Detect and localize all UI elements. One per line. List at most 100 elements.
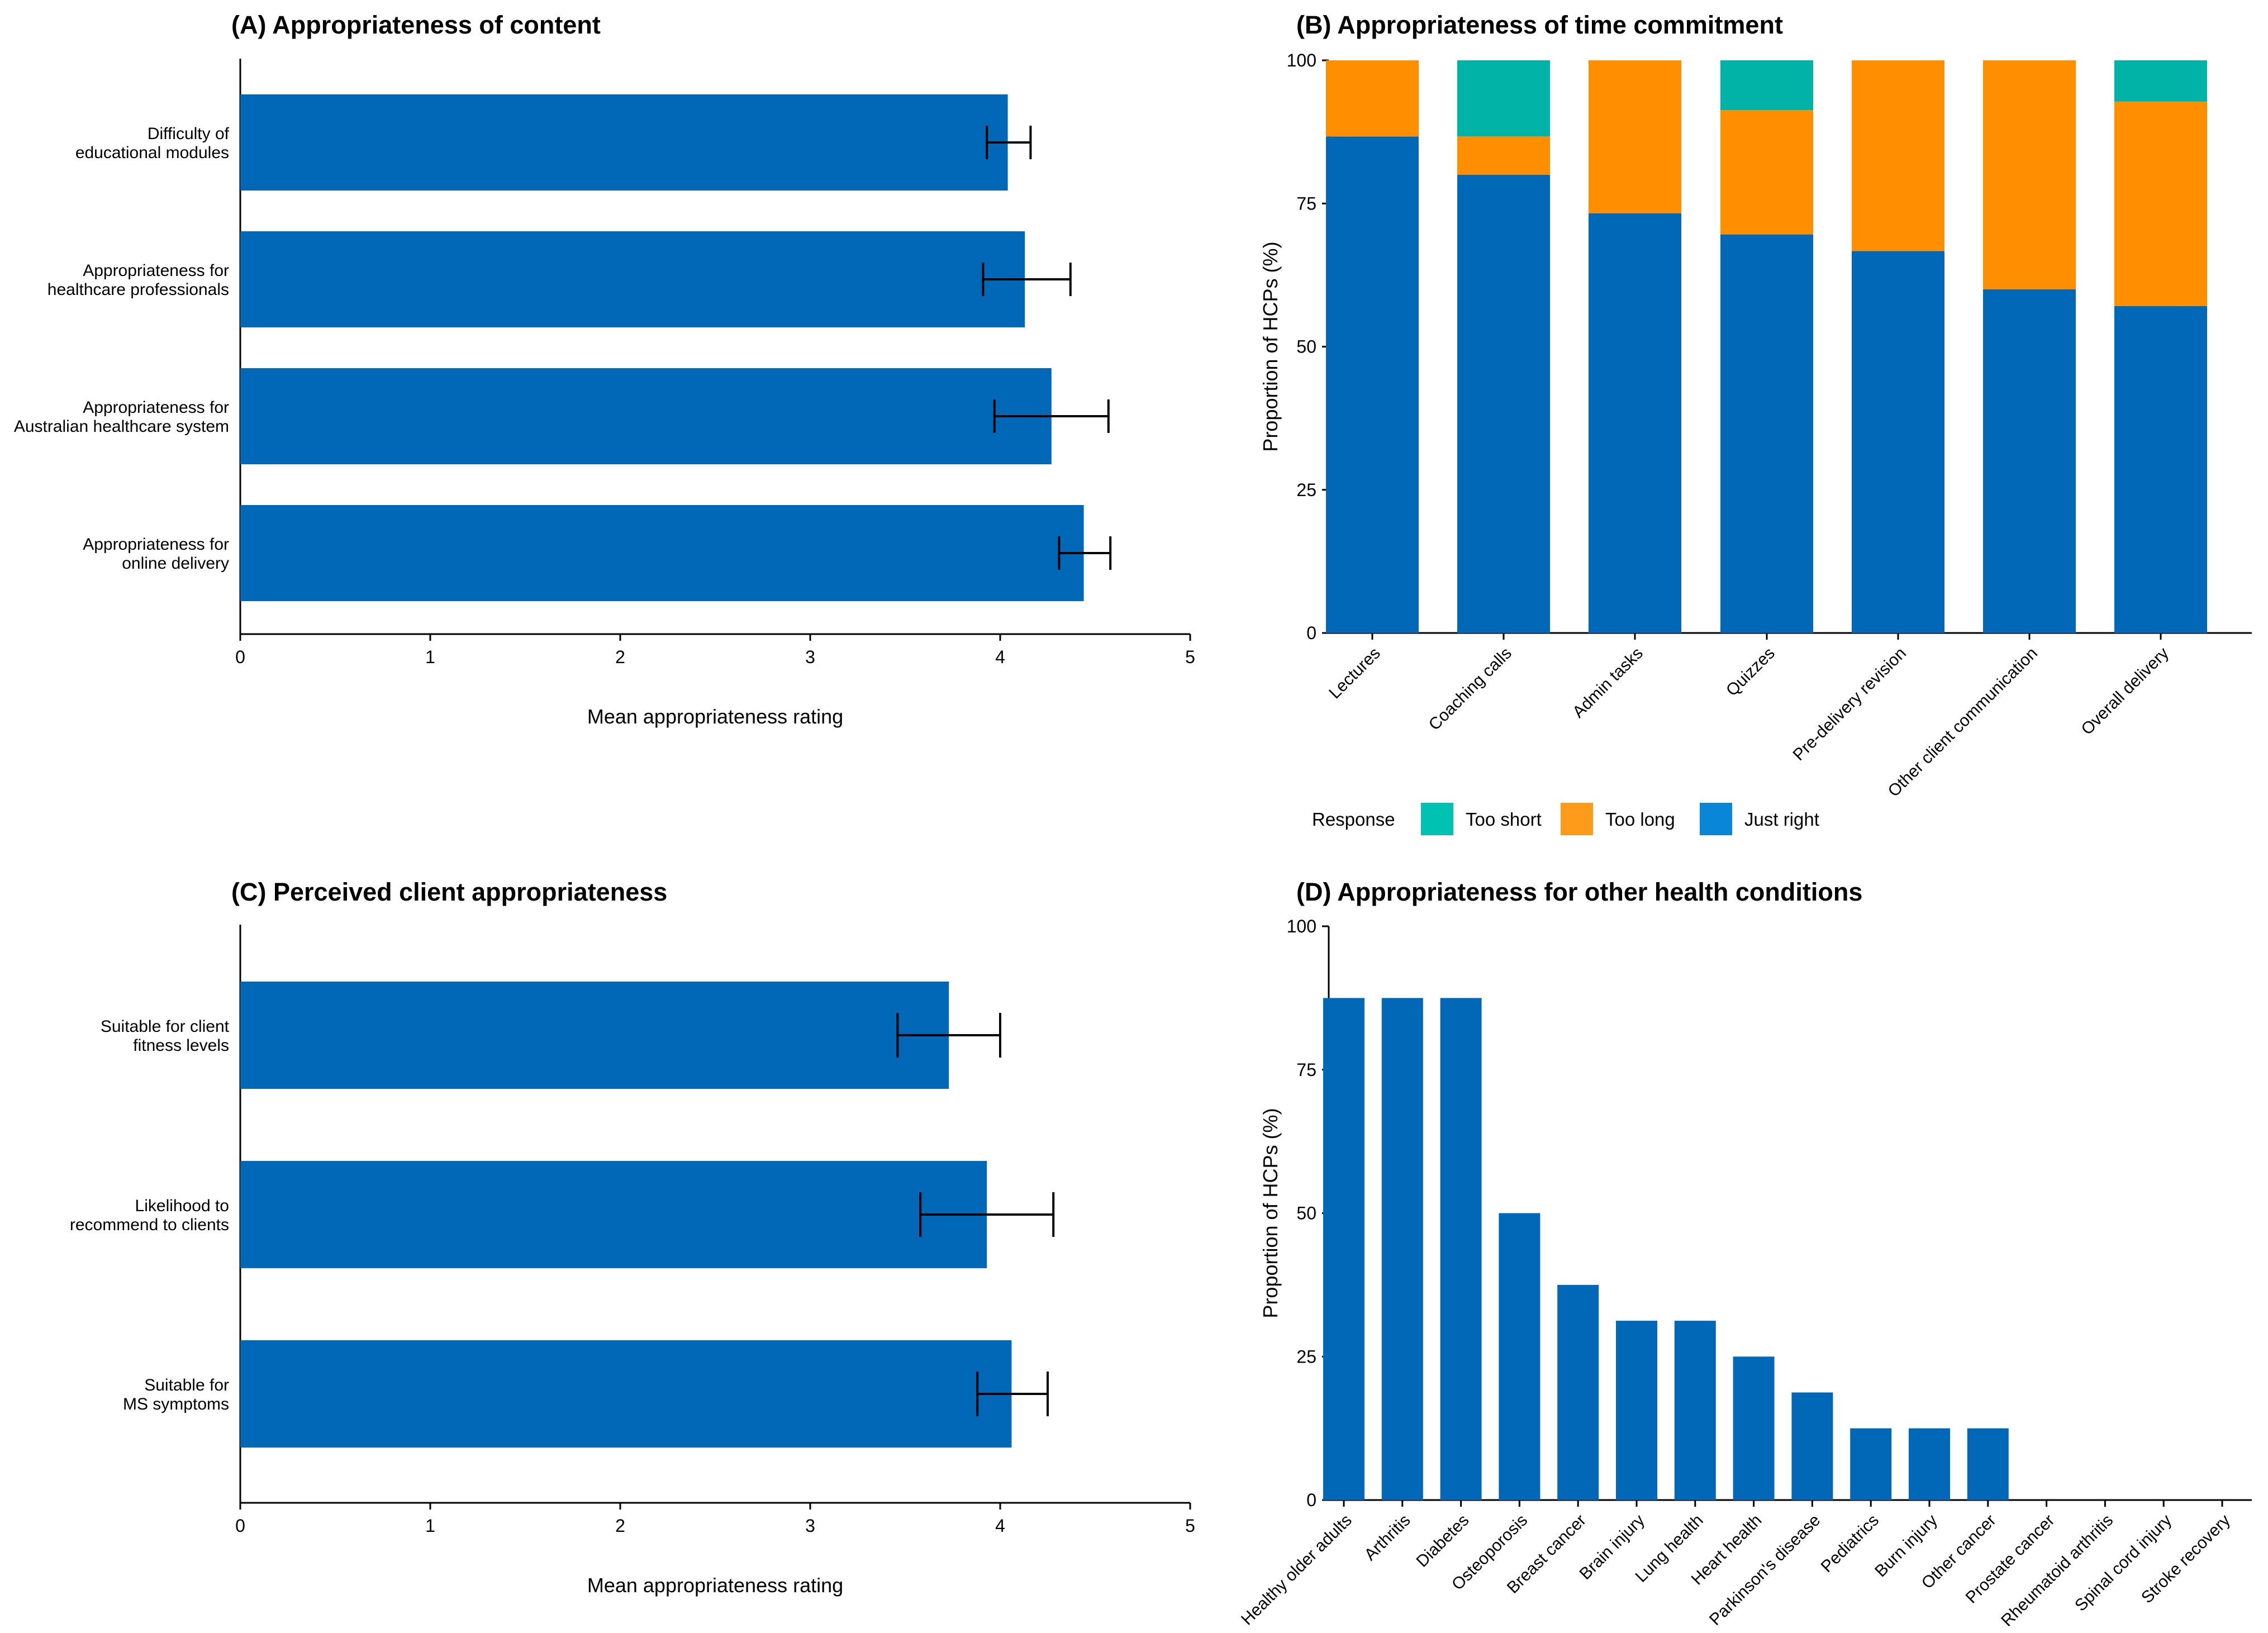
- panel-d-bar: [1440, 998, 1482, 1500]
- panel-b-y-tick-label: 0: [1306, 623, 1316, 643]
- panel-b-bar-segment: [1852, 251, 1944, 633]
- panel-c: (C) Perceived client appropriateness 0 1 2…: [70, 878, 1195, 1597]
- panel-b-x-tick-label: Other client communication: [1885, 644, 2041, 801]
- panel-b-legend-swatch: [1421, 803, 1453, 835]
- panel-a-category-label: Appropriateness for: [83, 535, 229, 554]
- panel-b-legend-title: Response: [1312, 809, 1395, 830]
- panel-b-x-tick-label: Quizzes: [1723, 644, 1779, 700]
- panel-b-legend-swatch: [1700, 803, 1732, 835]
- panel-d-x-tick-label: Parkinson's disease: [1706, 1511, 1824, 1629]
- panel-b-x-tick-label: Pre-delivery revision: [1789, 644, 1910, 765]
- panel-c-x-tick-label: 5: [1185, 1516, 1195, 1536]
- panel-b-bar-segment: [1983, 60, 2076, 289]
- panel-c-x-tick-label: 4: [995, 1516, 1005, 1536]
- panel-a-x-axis-label: Mean appropriateness rating: [587, 705, 843, 728]
- panel-b-legend-label: Just right: [1744, 809, 1819, 830]
- panel-a-category-label: Appropriateness for: [83, 261, 229, 280]
- panel-a-bar: [240, 94, 1008, 191]
- panel-a: (A) Appropriateness of content 0 1 2 3 4 5 Mea…: [14, 11, 1195, 728]
- panel-c-x-axis-label: Mean appropriateness rating: [587, 1574, 843, 1597]
- panel-a-x-tick-label: 0: [235, 647, 245, 667]
- panel-a-category-label: online delivery: [122, 554, 229, 573]
- panel-b-y-tick-label: 75: [1296, 193, 1316, 213]
- panel-d-bar: [1967, 1428, 2009, 1500]
- panel-d-y-tick-label: 100: [1287, 916, 1316, 936]
- panel-b-x-tick-label: Coaching calls: [1425, 644, 1515, 734]
- panel-a-category-label: healthcare professionals: [47, 280, 229, 299]
- panel-b-x-tick-label: Admin tasks: [1569, 644, 1647, 722]
- panel-c-x-tick-label: 2: [615, 1516, 625, 1536]
- panel-b-bar-segment: [1720, 110, 1813, 235]
- panel-a-bar: [240, 505, 1084, 601]
- panel-b-y-tick-label: 50: [1296, 337, 1316, 357]
- panel-d-bar: [1381, 998, 1423, 1500]
- panel-b-bar-segment: [1720, 60, 1813, 111]
- panel-d-y-tick-label: 50: [1296, 1203, 1316, 1223]
- panel-d-y-tick-label: 25: [1296, 1346, 1316, 1367]
- panel-b-legend-swatch: [1561, 803, 1593, 835]
- panel-a-category-label: Appropriateness for: [83, 398, 229, 417]
- panel-d-x-tick-label: Diabetes: [1413, 1511, 1472, 1571]
- panel-a-x-tick-label: 1: [425, 647, 435, 667]
- panel-c-category-label: Suitable for client: [101, 1017, 230, 1036]
- panel-b-title: (B) Appropriateness of time commitment: [1296, 11, 1783, 39]
- panel-c-category-label: recommend to clients: [70, 1216, 229, 1234]
- panel-d-bar: [1557, 1284, 1599, 1500]
- panel-c-category-label: Likelihood to: [135, 1197, 229, 1215]
- panel-b: (B) Appropriateness of time commitment 0…: [1259, 11, 2252, 835]
- panel-b-bar-segment: [2114, 306, 2207, 633]
- panel-a-category-label: educational modules: [75, 144, 229, 162]
- panel-d-bar: [1674, 1321, 1716, 1500]
- panel-a-x-tick-label: 3: [805, 647, 815, 667]
- panel-c-bar: [240, 1161, 987, 1268]
- panel-b-bar-segment: [1457, 60, 1550, 137]
- panel-c-title: (C) Perceived client appropriateness: [231, 878, 667, 906]
- panel-a-category-label: Difficulty of: [148, 125, 230, 143]
- panel-a-title: (A) Appropriateness of content: [231, 11, 601, 39]
- panel-b-x-tick-label: Overall delivery: [2077, 644, 2172, 739]
- panel-d-bar: [1323, 998, 1364, 1500]
- panel-d-x-tick-label: Healthy older adults: [1238, 1511, 1356, 1629]
- panel-b-legend-label: Too short: [1466, 809, 1542, 830]
- panel-d-bar: [1499, 1213, 1540, 1500]
- panel-d-title: (D) Appropriateness for other health con…: [1296, 878, 1862, 906]
- panel-d-bar: [1791, 1392, 1833, 1500]
- panel-a-bar: [240, 368, 1052, 464]
- panel-c-x-tick-label: 3: [805, 1516, 815, 1536]
- panel-d-bar: [1616, 1321, 1657, 1500]
- panel-d-x-tick-label: Rheumatoid arthritis: [1998, 1511, 2117, 1630]
- panel-c-category-label: fitness levels: [133, 1036, 229, 1055]
- panel-b-y-tick-label: 100: [1287, 50, 1316, 70]
- panel-a-x-tick-label: 5: [1185, 647, 1195, 667]
- panel-a-category-label: Australian healthcare system: [14, 417, 229, 436]
- panel-c-x-tick-label: 0: [235, 1516, 245, 1536]
- panel-a-bar: [240, 231, 1025, 327]
- panel-b-bar-segment: [1852, 60, 1944, 251]
- panel-b-bar-segment: [1983, 289, 2076, 633]
- panel-b-legend-label: Too long: [1605, 809, 1675, 830]
- panel-c-category-label: MS symptoms: [123, 1395, 229, 1413]
- panel-d-y-tick-label: 0: [1306, 1490, 1316, 1510]
- panel-b-bar-segment: [1457, 136, 1550, 175]
- panel-c-x-tick-label: 1: [425, 1516, 435, 1536]
- panel-b-y-tick-label: 25: [1296, 480, 1316, 500]
- panel-c-bar: [240, 1340, 1012, 1448]
- panel-d-y-axis-label: Proportion of HCPs (%): [1259, 1108, 1282, 1318]
- panel-d-bar: [1909, 1428, 1950, 1500]
- panel-d-x-tick-label: Arthritis: [1361, 1511, 1414, 1564]
- panel-c-bar: [240, 982, 949, 1089]
- panel-b-bar-segment: [1589, 213, 1681, 633]
- panel-b-bar-segment: [2114, 60, 2207, 102]
- panel-d-y-tick-label: 75: [1296, 1060, 1316, 1080]
- panel-b-bar-segment: [2114, 101, 2207, 306]
- panel-b-x-tick-label: Lectures: [1325, 644, 1384, 703]
- panel-b-bar-segment: [1326, 60, 1419, 137]
- panel-b-bar-segment: [1589, 60, 1681, 213]
- panel-d: (D) Appropriateness for other health con…: [1238, 878, 2252, 1630]
- panel-c-category-label: Suitable for: [144, 1376, 229, 1394]
- panel-b-bar-segment: [1326, 136, 1419, 633]
- panel-b-bar-segment: [1457, 175, 1550, 633]
- panel-b-y-axis-label: Proportion of HCPs (%): [1259, 241, 1282, 451]
- panel-d-x-tick-label: Spinal cord injury: [2071, 1511, 2175, 1615]
